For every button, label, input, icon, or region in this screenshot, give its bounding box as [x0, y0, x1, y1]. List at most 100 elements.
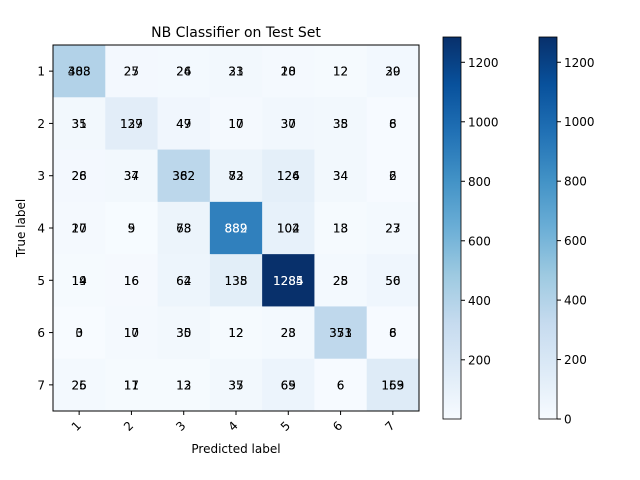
- cell-value-label: 5: [128, 222, 136, 236]
- cell-value-label: 34: [333, 169, 348, 183]
- y-axis-label: True label: [14, 199, 28, 258]
- cell-value-label: 69: [281, 378, 296, 392]
- x-tick-label: 5: [278, 419, 293, 434]
- heatmap-cell: [262, 97, 315, 151]
- cell-value-overlay-label: 49: [176, 117, 191, 131]
- heatmap-cell: [157, 254, 211, 307]
- cell-value-label: 1285: [273, 274, 304, 288]
- heatmap-cell: [209, 201, 263, 255]
- heatmap-cell: [209, 306, 263, 360]
- heatmap-cell: [105, 45, 159, 98]
- heatmap-cell: [262, 201, 315, 255]
- x-tick-label: 2: [121, 419, 136, 434]
- heatmap-cell: [157, 201, 211, 255]
- colorbar-tick-label: 600: [564, 234, 587, 248]
- colorbar-tick-label: 800: [468, 175, 491, 189]
- cell-value-overlay-label: 28: [72, 169, 87, 183]
- cell-value-overlay-label: 10: [228, 117, 243, 131]
- cell-value-overlay-label: 25: [124, 65, 139, 79]
- heatmap-cell: [53, 254, 106, 307]
- cell-value-overlay-label: 38: [333, 117, 348, 131]
- cell-value-overlay-label: 102: [277, 222, 300, 236]
- cell-value-label: 26: [72, 169, 87, 183]
- cell-value-overlay-label: 37: [228, 378, 243, 392]
- heatmap-cell: [366, 149, 420, 203]
- heatmap-cell: [209, 149, 263, 203]
- heatmap-cell: [157, 149, 211, 203]
- heatmap-cell: [105, 306, 159, 360]
- cell-value-overlay-label: 17: [124, 378, 139, 392]
- cell-value-overlay-label: 29: [385, 65, 400, 79]
- heatmap-cell: [53, 97, 106, 151]
- cell-value-overlay-label: 18: [333, 222, 348, 236]
- cell-value-overlay-label: 12: [333, 65, 348, 79]
- cell-value-overlay-label: 30: [176, 326, 191, 340]
- colorbar-tick-label: 400: [468, 294, 491, 308]
- heatmap-cell: [157, 97, 211, 151]
- heatmap-cell: [366, 254, 420, 307]
- heatmap-cell: [105, 97, 159, 151]
- cell-value-overlay-label: 129: [120, 117, 143, 131]
- heatmap-cell: [366, 306, 420, 360]
- heatmap-cell: [105, 149, 159, 203]
- cell-value-label: 6: [337, 378, 345, 392]
- heatmap-cell: [209, 97, 263, 151]
- cell-value-overlay-label: 19: [72, 274, 87, 288]
- colorbar-tick-label: 200: [468, 353, 491, 367]
- cell-value-overlay-label: 163: [381, 378, 404, 392]
- heatmap-cell: [53, 45, 106, 98]
- cell-value-label: 137: [120, 117, 143, 131]
- cell-value-overlay-label: 65: [281, 378, 296, 392]
- cell-value-overlay-label: 8: [389, 326, 397, 340]
- cell-value-overlay-label: 138: [225, 274, 248, 288]
- cell-value-overlay-label: 6: [337, 378, 345, 392]
- y-tick-label: 4: [37, 222, 45, 236]
- x-tick-label: 7: [382, 419, 397, 434]
- cell-value-overlay-label: 23: [228, 65, 243, 79]
- x-tick-label: 1: [69, 419, 84, 434]
- x-tick-label: 3: [173, 419, 188, 434]
- cell-value-overlay-label: 35: [72, 117, 87, 131]
- colorbar-right-gradient: [538, 36, 558, 420]
- colorbar-left-gradient: [442, 36, 462, 420]
- cell-value-label: 25: [72, 378, 87, 392]
- cell-value-overlay-label: 12: [228, 326, 243, 340]
- cell-value-label: 18: [281, 65, 296, 79]
- y-tick-label: 7: [37, 378, 45, 392]
- heatmap-cell: [314, 201, 368, 255]
- heatmap-cell: [53, 201, 106, 255]
- heatmap-cell: [105, 254, 159, 307]
- colorbar-tick-label: 1200: [564, 56, 595, 70]
- cell-value-label: 124: [277, 169, 300, 183]
- cell-value-label: 31: [228, 65, 243, 79]
- cell-value-overlay-label: 68: [176, 222, 191, 236]
- cell-value-label: 47: [176, 117, 191, 131]
- y-tick-label: 2: [37, 117, 45, 131]
- colorbar-tick-label: 0: [564, 413, 572, 427]
- cell-value-overlay-label: 64: [176, 274, 191, 288]
- cell-value-label: 13: [176, 378, 191, 392]
- cell-value-label: 16: [124, 274, 139, 288]
- cell-value-label: 403: [68, 65, 91, 79]
- x-axis-ticks: 1 2 3 4 5 6 7: [69, 411, 398, 434]
- colorbar-tick-label: 200: [564, 353, 587, 367]
- heatmap-cell: [314, 358, 368, 412]
- heatmap-cell: [53, 358, 106, 412]
- heatmap-cell: [314, 254, 368, 307]
- cell-value-label: 24: [176, 65, 191, 79]
- heatmap-cell: [366, 45, 420, 98]
- heatmap-cell: [262, 358, 315, 412]
- heatmap-cell: [209, 254, 263, 307]
- x-axis-label: Predicted label: [191, 442, 280, 456]
- cell-value-label: 889: [225, 222, 248, 236]
- cell-value-label: 37: [281, 117, 296, 131]
- cell-value-overlay-label: 20: [72, 222, 87, 236]
- cell-value-label: 31: [72, 117, 87, 131]
- heatmap-cell: [366, 358, 420, 412]
- cell-value-overlay-label: 26: [176, 65, 191, 79]
- colorbar-right-ticks: 0 200 400 600 800 1000 1200: [557, 56, 595, 427]
- cell-value-overlay-label: 30: [281, 117, 296, 131]
- colorbar-tick-label: 1000: [468, 115, 499, 129]
